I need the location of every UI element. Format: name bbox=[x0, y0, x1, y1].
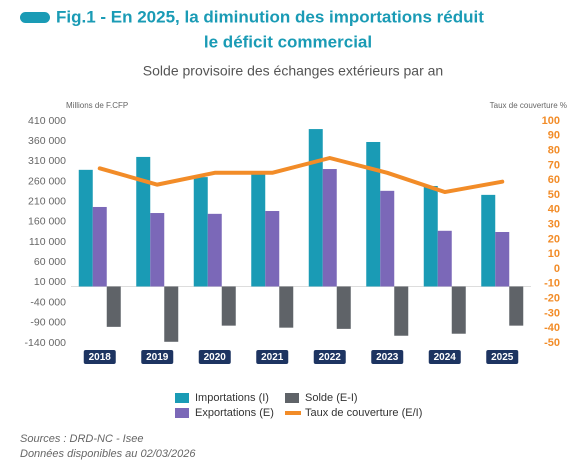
chart-title: le déficit commercial bbox=[204, 32, 372, 51]
x-tick-label: 2025 bbox=[491, 352, 514, 363]
y2-tick-label: -50 bbox=[544, 337, 560, 349]
category-box bbox=[371, 350, 404, 364]
bar bbox=[481, 194, 496, 287]
line bbox=[97, 156, 505, 195]
y-tick-label: 260 000 bbox=[28, 175, 66, 187]
bar bbox=[78, 169, 93, 287]
bar bbox=[336, 286, 351, 329]
y2-tick-label: 60 bbox=[548, 174, 560, 186]
x-tick-label: 2024 bbox=[434, 352, 457, 363]
bar bbox=[150, 213, 165, 287]
y-tick-label: 60 000 bbox=[34, 256, 66, 268]
y2-tick-label: -20 bbox=[544, 293, 560, 305]
bar bbox=[380, 190, 395, 287]
y-tick-label: 210 000 bbox=[28, 196, 66, 208]
bar bbox=[437, 230, 452, 287]
y2-tick-label: 90 bbox=[548, 130, 560, 142]
y-axis-label: Millions de F.CFP bbox=[66, 101, 128, 110]
y2-tick-label: -10 bbox=[544, 278, 560, 290]
chart-title: Fig.1 - En 2025, la diminution des impor… bbox=[56, 7, 484, 26]
legend-label: Importations (I) bbox=[195, 392, 269, 404]
chart-subtitle: Solde provisoire des échanges extérieurs… bbox=[143, 63, 443, 79]
bar bbox=[251, 173, 266, 287]
note: Données disponibles au 02/03/2026 bbox=[20, 448, 196, 460]
category-box bbox=[83, 350, 116, 364]
bar bbox=[451, 286, 466, 334]
x-tick-label: 2021 bbox=[261, 352, 284, 363]
y2-tick-label: 10 bbox=[548, 248, 560, 260]
category-box bbox=[198, 350, 231, 364]
bar bbox=[495, 232, 510, 287]
y2-tick-label: 30 bbox=[548, 219, 560, 231]
bar bbox=[265, 211, 280, 287]
y-tick-label: 360 000 bbox=[28, 135, 66, 147]
y2-tick-label: 20 bbox=[548, 233, 560, 245]
bar bbox=[207, 213, 222, 287]
y2-tick-label: 40 bbox=[548, 204, 560, 216]
y-tick-label: -140 000 bbox=[25, 337, 67, 349]
category-box bbox=[256, 350, 289, 364]
bar bbox=[164, 286, 179, 342]
y-tick-label: 310 000 bbox=[28, 155, 66, 167]
bar bbox=[221, 286, 236, 326]
bar bbox=[136, 156, 151, 287]
bar bbox=[322, 169, 337, 287]
legend-label: Solde (E-I) bbox=[305, 392, 358, 404]
y2-tick-label: 80 bbox=[548, 145, 560, 157]
x-tick-label: 2023 bbox=[376, 352, 399, 363]
legend-swatch bbox=[285, 393, 299, 403]
y2-tick-label: 100 bbox=[542, 115, 560, 127]
category-box bbox=[486, 350, 519, 364]
y-tick-label: 410 000 bbox=[28, 115, 66, 127]
x-tick-label: 2020 bbox=[204, 352, 227, 363]
legend-swatch bbox=[175, 393, 189, 403]
y-tick-label: 110 000 bbox=[29, 236, 66, 248]
bar bbox=[193, 177, 208, 287]
bar bbox=[394, 286, 409, 336]
x-tick-label: 2022 bbox=[319, 352, 342, 363]
y-tick-label: -90 000 bbox=[30, 317, 66, 329]
category-box bbox=[141, 350, 174, 364]
bar bbox=[106, 286, 121, 327]
category-box bbox=[428, 350, 461, 364]
bar bbox=[366, 141, 381, 287]
bar bbox=[423, 185, 438, 287]
x-tick-label: 2019 bbox=[146, 352, 169, 363]
y-tick-label: 160 000 bbox=[28, 216, 66, 228]
bar bbox=[92, 206, 107, 287]
legend-label: Taux de couverture (E/I) bbox=[305, 407, 422, 419]
source: Sources : DRD-NC - Isee bbox=[20, 433, 143, 445]
y2-tick-label: 50 bbox=[548, 189, 560, 201]
y2-tick-label: 70 bbox=[548, 159, 560, 171]
legend-swatch bbox=[175, 408, 189, 418]
y2-tick-label: -40 bbox=[544, 322, 560, 334]
bar bbox=[279, 286, 294, 328]
bar bbox=[308, 129, 323, 287]
legend-label: Exportations (E) bbox=[195, 407, 274, 419]
y2-axis-label: Taux de couverture % bbox=[490, 101, 567, 110]
y-tick-label: 10 000 bbox=[34, 276, 66, 288]
y2-tick-label: -30 bbox=[544, 307, 560, 319]
category-box bbox=[313, 350, 346, 364]
title-icon bbox=[20, 12, 50, 23]
x-tick-label: 2018 bbox=[89, 352, 112, 363]
y2-tick-label: 0 bbox=[554, 263, 560, 275]
bar bbox=[509, 286, 524, 326]
y-tick-label: -40 000 bbox=[30, 296, 66, 308]
